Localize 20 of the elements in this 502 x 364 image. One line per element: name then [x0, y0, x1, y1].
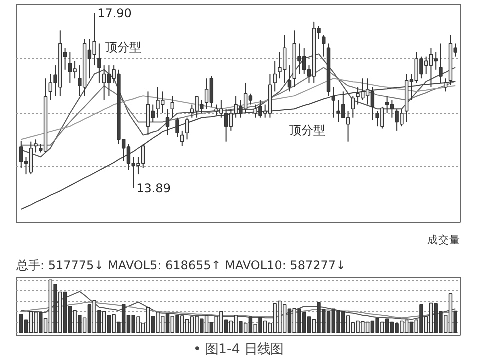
candlestick [322, 34, 326, 58]
candlestick [34, 139, 38, 154]
candlestick [170, 96, 174, 118]
annotation: 顶分型 [105, 40, 142, 54]
candlestick [288, 65, 292, 92]
candlestick [166, 108, 170, 136]
candlestick [444, 78, 448, 92]
candlestick [351, 96, 356, 118]
candlestick [180, 130, 184, 147]
annotation: 顶分型 [290, 124, 326, 138]
candlestick [176, 117, 180, 138]
candlestick [273, 60, 277, 92]
chart-title: 总手: 517775↓ MAVOL5: 618655↑ MAVOL10: 587277↓ [16, 258, 346, 272]
text: • 图1-4 日线图 [193, 342, 284, 358]
annotation: 17.90 [98, 6, 132, 21]
annotation: 13.89 [136, 182, 171, 196]
candlestick [332, 86, 336, 118]
text: 成交量 [428, 234, 460, 246]
candlestick [98, 43, 102, 84]
candlestick [185, 117, 190, 140]
